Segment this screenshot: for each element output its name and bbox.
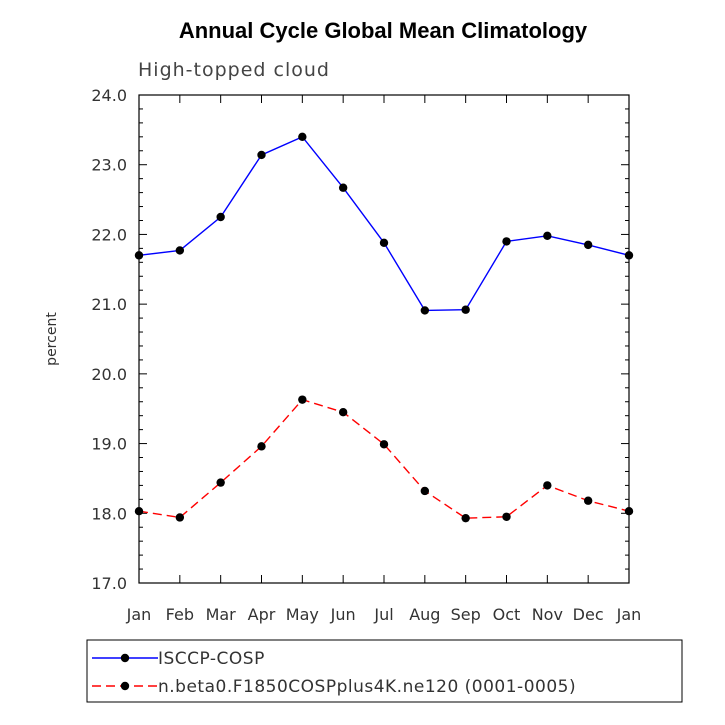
series-0-point <box>216 212 225 222</box>
series-0-point <box>543 231 552 241</box>
series-0-point <box>583 240 593 250</box>
x-tick-label: Feb <box>166 605 194 624</box>
x-tick-label: Jan <box>616 605 642 624</box>
series-0-point <box>175 246 185 255</box>
y-axis-label: percent <box>44 312 60 366</box>
x-tick-label: Jul <box>373 605 393 624</box>
legend-box <box>86 639 683 703</box>
series-1-point <box>583 496 593 505</box>
chart-title: Annual Cycle Global Mean Climatology <box>179 18 588 43</box>
series-1-point <box>175 513 185 522</box>
chart-subtitle: High-topped cloud <box>138 59 330 81</box>
x-tick-label: Apr <box>248 605 276 624</box>
x-tick-label: Sep <box>451 605 481 624</box>
series-1-point <box>216 478 225 487</box>
x-tick-label: Oct <box>493 605 521 624</box>
series-1-point <box>543 481 552 490</box>
x-tick-label: Aug <box>409 605 440 624</box>
series-1-point <box>379 440 389 449</box>
x-tick-label: Mar <box>206 605 237 624</box>
x-tick-label: Jan <box>126 605 152 624</box>
y-tick-label: 19.0 <box>91 435 127 454</box>
series-0-point <box>338 183 348 192</box>
series-line-1 <box>138 398 630 519</box>
x-tick-label: May <box>286 605 319 624</box>
y-tick-label: 20.0 <box>91 365 127 384</box>
series-0-point <box>379 238 389 247</box>
x-tick-label: Nov <box>532 605 563 624</box>
series-line-0 <box>138 135 630 312</box>
series-1-point <box>338 408 348 417</box>
series-0-point <box>420 306 430 315</box>
series-1-point <box>624 506 634 516</box>
series-0-point <box>134 251 144 260</box>
x-tick-label: Dec <box>573 605 604 624</box>
series-0-point <box>624 251 634 260</box>
legend-label-1: n.beta0.F1850COSPplus4K.ne120 (0001-0005… <box>158 677 576 697</box>
legend-label-0: ISCCP-COSP <box>158 649 265 669</box>
legend-marker-1 <box>120 681 130 691</box>
y-tick-label: 22.0 <box>91 225 127 244</box>
y-tick-label: 17.0 <box>91 574 127 593</box>
series-0-point <box>502 237 511 246</box>
series-0-point <box>461 305 470 314</box>
series-1-point <box>502 512 511 521</box>
series-0-point <box>298 132 307 142</box>
y-tick-label: 18.0 <box>91 504 127 523</box>
series-1-point <box>298 395 307 404</box>
y-tick-label: 21.0 <box>91 295 127 314</box>
y-tick-label: 23.0 <box>91 156 127 175</box>
x-tick-label: Jun <box>330 605 356 624</box>
y-tick-label: 24.0 <box>91 86 127 105</box>
series-1-point <box>420 486 430 496</box>
series-1-point <box>257 442 266 451</box>
legend-marker-0 <box>120 653 130 663</box>
series-1-point <box>461 513 470 523</box>
series-0-point <box>257 150 266 160</box>
plot-frame <box>138 94 630 584</box>
series-1-point <box>134 506 144 516</box>
